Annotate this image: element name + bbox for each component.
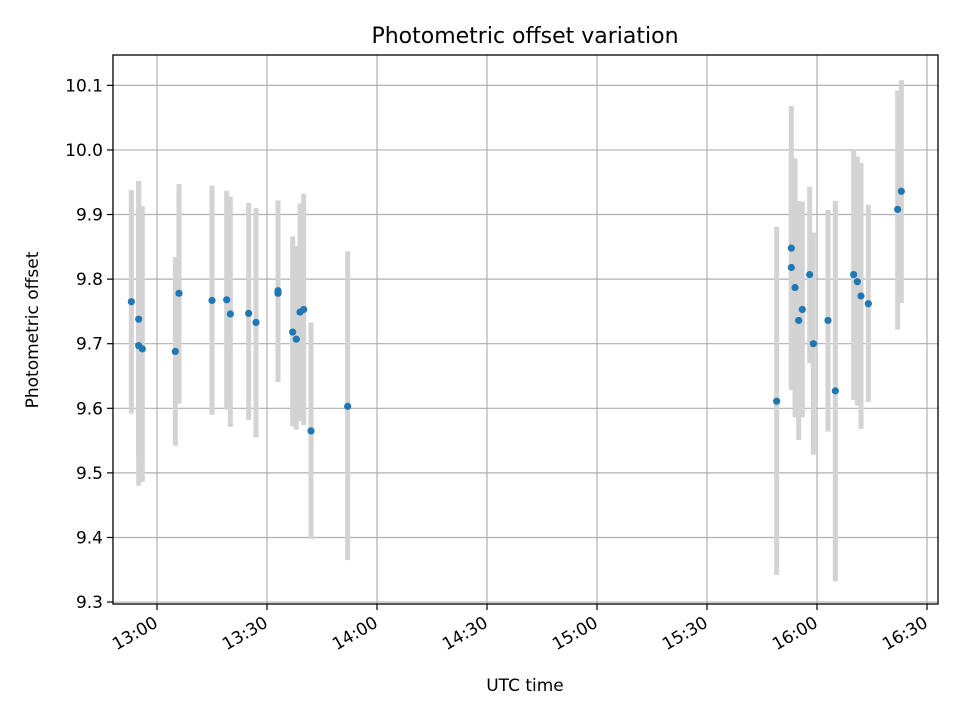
data-point [138, 345, 146, 353]
grid [113, 55, 938, 604]
data-point [208, 296, 216, 305]
data-point [850, 271, 858, 279]
data-point [274, 289, 282, 297]
y-tick-label: 9.8 [76, 270, 103, 290]
y-tick-label: 9.7 [76, 335, 103, 355]
plot-frame [112, 54, 939, 605]
data-point [344, 402, 352, 410]
data-point [289, 328, 297, 336]
data-point [300, 305, 308, 314]
data-point [292, 335, 300, 343]
data-point [798, 305, 806, 314]
data-point [226, 310, 234, 318]
data-point [831, 387, 839, 395]
chart-title: Photometric offset variation [371, 24, 678, 49]
data-point [223, 296, 231, 304]
data-point [894, 205, 902, 213]
data-point [773, 397, 781, 405]
data-point [795, 316, 803, 325]
data-point [175, 289, 183, 297]
data-point [897, 187, 905, 195]
data-point [791, 283, 799, 292]
data-point [252, 318, 260, 326]
data-point [857, 292, 865, 300]
data-point [853, 278, 861, 286]
y-axis: 9.3 9.4 9.5 9.6 9.7 9.8 9.9 10.0 10.1 [65, 76, 113, 613]
data-point [171, 347, 179, 356]
data-point [127, 298, 135, 306]
y-tick-label: 9.6 [76, 399, 103, 419]
data-point [787, 263, 795, 272]
y-axis-label: Photometric offset [23, 251, 43, 408]
y-tick-label: 10.0 [65, 141, 103, 161]
data-point [307, 427, 315, 435]
data-point [135, 315, 143, 323]
data-point [809, 340, 817, 348]
y-tick-label: 10.1 [65, 76, 103, 96]
data-points [127, 187, 905, 435]
data-point [245, 309, 253, 317]
y-tick-label: 9.5 [76, 464, 103, 484]
data-point [806, 271, 814, 279]
data-point [787, 244, 795, 252]
y-tick-label: 9.3 [76, 593, 103, 613]
data-point [824, 316, 832, 325]
y-tick-label: 9.9 [76, 206, 103, 226]
x-axis-label: UTC time [486, 676, 564, 696]
y-tick-label: 9.4 [76, 528, 103, 548]
data-point [864, 300, 872, 308]
